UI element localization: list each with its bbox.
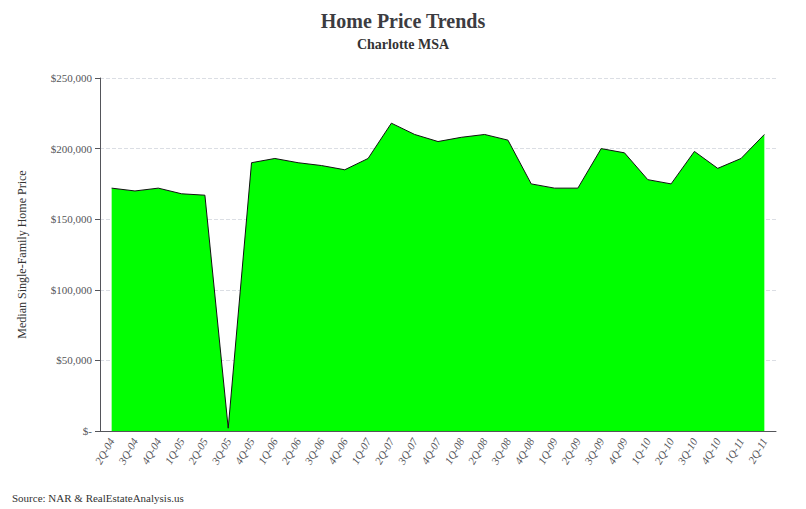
svg-text:2Q-09: 2Q-09 [559,436,584,467]
svg-text:2Q-04: 2Q-04 [92,436,117,467]
svg-text:$-: $- [83,425,93,437]
svg-text:4Q-09: 4Q-09 [605,436,630,467]
svg-text:3Q-09: 3Q-09 [581,436,606,468]
svg-text:2Q-07: 2Q-07 [372,436,397,467]
svg-text:$250,000: $250,000 [51,72,93,84]
svg-text:$150,000: $150,000 [51,213,93,225]
svg-text:1Q-08: 1Q-08 [442,436,467,467]
svg-text:$100,000: $100,000 [51,284,93,296]
svg-text:3Q-05: 3Q-05 [208,436,233,468]
svg-text:$50,000: $50,000 [56,354,92,366]
svg-text:1Q-05: 1Q-05 [162,436,187,467]
svg-text:4Q-08: 4Q-08 [512,436,537,467]
svg-text:1Q-10: 1Q-10 [629,436,654,467]
svg-text:2Q-08: 2Q-08 [465,436,490,467]
svg-text:$200,000: $200,000 [51,143,93,155]
svg-text:4Q-06: 4Q-06 [326,436,351,467]
svg-text:2Q-10: 2Q-10 [652,436,677,467]
svg-text:3Q-10: 3Q-10 [675,436,700,468]
svg-text:3Q-04: 3Q-04 [115,436,140,468]
svg-text:4Q-07: 4Q-07 [419,436,444,467]
svg-text:Charlotte MSA: Charlotte MSA [357,37,450,52]
svg-text:2Q-06: 2Q-06 [279,436,304,467]
svg-text:4Q-05: 4Q-05 [232,436,257,467]
svg-text:3Q-07: 3Q-07 [395,436,420,468]
svg-text:2Q-11: 2Q-11 [746,436,770,466]
svg-text:Home Price Trends: Home Price Trends [321,10,486,32]
svg-text:Source: NAR & RealEstateAnalys: Source: NAR & RealEstateAnalysis.us [12,492,184,504]
svg-text:1Q-06: 1Q-06 [256,436,281,467]
svg-text:Median Single-Family Home Pric: Median Single-Family Home Price [15,170,29,338]
svg-text:1Q-11: 1Q-11 [722,436,746,466]
svg-text:3Q-08: 3Q-08 [488,436,513,468]
svg-text:1Q-09: 1Q-09 [535,436,560,467]
svg-text:2Q-05: 2Q-05 [186,436,211,467]
svg-text:3Q-06: 3Q-06 [302,436,327,468]
svg-text:1Q-07: 1Q-07 [349,436,374,467]
svg-text:4Q-10: 4Q-10 [698,436,723,467]
svg-text:4Q-04: 4Q-04 [139,436,164,467]
